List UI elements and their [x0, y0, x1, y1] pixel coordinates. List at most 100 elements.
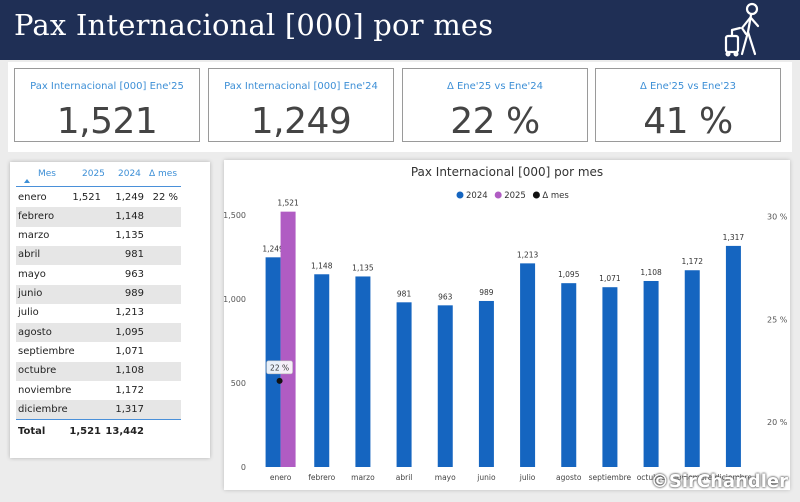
y2-tick-label: 20 % — [767, 418, 788, 427]
data-label-2024: 1,148 — [311, 261, 333, 270]
x-tick-label: octubre — [637, 473, 666, 482]
kpi-card-ene25[interactable]: Pax Internacional [000] Ene'25 1,521 — [14, 68, 200, 142]
cell-mes: enero — [18, 191, 47, 203]
x-tick-label: mayo — [435, 473, 456, 482]
legend-label[interactable]: Δ mes — [542, 191, 569, 201]
bar-2024[interactable] — [643, 280, 659, 467]
cell-mes: octubre — [18, 365, 57, 377]
bar-2024[interactable] — [314, 274, 330, 467]
bar-chart: Pax Internacional [000] por mes 2024 2025… — [223, 165, 788, 482]
cell-y2025: 1,521 — [72, 191, 101, 203]
chart-legend: 2024 2025 Δ mes — [456, 191, 569, 201]
data-label-2024: 963 — [438, 292, 453, 301]
cell-y2024: 989 — [124, 288, 144, 299]
legend-label[interactable]: 2025 — [504, 191, 526, 201]
cell-delta: 22 % — [152, 191, 178, 203]
x-tick-label: abril — [396, 473, 413, 482]
table-row[interactable]: abril 981 — [16, 245, 181, 266]
x-tick-label: marzo — [351, 473, 375, 482]
kpi-value: 1,249 — [250, 101, 352, 142]
cell-mes: diciembre — [18, 403, 68, 415]
total-2024: 13,442 — [105, 426, 144, 437]
y-tick-label: 1,000 — [224, 295, 246, 304]
x-tick-label: septiembre — [589, 473, 632, 482]
legend-marker[interactable] — [494, 191, 502, 199]
data-label-2024: 1,095 — [558, 270, 580, 279]
y-tick-label: 500 — [231, 379, 246, 388]
column-header-mes[interactable]: Mes — [38, 169, 56, 179]
column-header-2025[interactable]: 2025 — [82, 169, 105, 179]
bar-2024[interactable] — [602, 287, 618, 467]
data-label-2024: 1,213 — [517, 250, 539, 259]
cell-mes: febrero — [18, 210, 55, 222]
x-tick-label: julio — [519, 473, 536, 482]
table-row[interactable]: mayo 963 — [16, 265, 181, 284]
legend-marker[interactable] — [532, 191, 540, 199]
chart-card: Pax Internacional [000] por mes 2024 2025… — [223, 160, 790, 490]
y2-tick-label: 30 % — [767, 213, 788, 222]
data-label-2024: 1,108 — [640, 268, 662, 277]
bar-2024[interactable] — [520, 263, 536, 467]
chart-axes: 0 500 1,000 1,500 20 % 25 % 30 % enero febrero ma… — [223, 211, 788, 482]
cell-mes: marzo — [18, 230, 50, 242]
data-label-2024: 1,317 — [723, 233, 745, 242]
kpi-card-delta-24[interactable]: Δ Ene'25 vs Ene'24 22 % — [402, 68, 588, 142]
cell-y2024: 1,172 — [115, 384, 144, 396]
chart-bars: 1,249 1,521 22 % 1,148 1,135 981 963 989 1,213 1,… — [262, 199, 744, 467]
bar-2024[interactable] — [684, 270, 700, 467]
kpi-panel: Pax Internacional [000] Ene'25 1,521 Pax… — [8, 62, 792, 152]
bar-2025[interactable] — [280, 211, 296, 467]
table-row[interactable]: marzo 1,135 — [16, 227, 181, 246]
legend-label[interactable]: 2024 — [466, 191, 488, 201]
kpi-card-delta-23[interactable]: Δ Ene'25 vs Ene'23 41 % — [595, 68, 781, 142]
bar-2024[interactable] — [725, 245, 741, 467]
kpi-value: 41 % — [643, 101, 733, 142]
cell-y2024: 1,071 — [115, 345, 144, 357]
bar-2024[interactable] — [437, 305, 453, 467]
table-row[interactable]: septiembre 1,071 — [16, 342, 181, 361]
cell-y2024: 1,135 — [115, 230, 144, 242]
data-label-2025: 1,521 — [277, 199, 299, 208]
cell-mes: septiembre — [18, 345, 75, 357]
kpi-card-ene24[interactable]: Pax Internacional [000] Ene'24 1,249 — [208, 68, 394, 142]
bar-2024[interactable] — [355, 276, 371, 467]
table-row[interactable]: julio 1,213 — [16, 304, 181, 323]
kpi-value: 1,521 — [56, 101, 158, 142]
data-label-2024: 1,071 — [599, 274, 621, 283]
table-row[interactable]: diciembre 1,317 — [16, 400, 181, 420]
table-header: Mes 2025 2024 Δ mes — [16, 162, 181, 187]
monthly-table: Mes 2025 2024 Δ mes enero 1,521 1,249 22 % f… — [10, 162, 210, 458]
data-label-2024: 981 — [397, 289, 412, 298]
table-row[interactable]: octubre 1,108 — [16, 361, 181, 381]
cell-mes: julio — [18, 307, 39, 319]
cell-mes: agosto — [18, 326, 52, 338]
table-row[interactable]: agosto 1,095 — [16, 323, 181, 343]
delta-point[interactable] — [276, 377, 283, 384]
table-row[interactable]: noviembre 1,172 — [16, 381, 181, 400]
bar-2024[interactable] — [478, 300, 494, 467]
kpi-label: Δ Ene'25 vs Ene'23 — [639, 81, 737, 92]
delta-label-box — [266, 360, 293, 375]
table-row[interactable]: febrero 1,148 — [16, 207, 181, 227]
table-row[interactable]: junio 989 — [16, 284, 181, 304]
table-row[interactable]: enero 1,521 1,249 22 % — [16, 188, 181, 207]
kpi-label: Pax Internacional [000] Ene'24 — [224, 81, 378, 92]
column-header-delta[interactable]: Δ mes — [149, 169, 178, 179]
cell-y2024: 1,095 — [115, 326, 144, 338]
x-tick-label: febrero — [308, 473, 335, 482]
cell-mes: noviembre — [18, 384, 72, 396]
x-tick-label: noviembre — [672, 473, 712, 482]
legend-marker[interactable] — [456, 191, 464, 199]
total-label: Total — [18, 426, 46, 437]
y-tick-label: 0 — [241, 463, 246, 472]
cell-mes: abril — [18, 249, 41, 261]
y2-tick-label: 25 % — [767, 315, 788, 324]
cell-y2024: 963 — [124, 268, 144, 280]
x-tick-label: diciembre — [715, 473, 753, 482]
y-tick-label: 1,500 — [224, 211, 246, 220]
sort-ascending-icon[interactable] — [24, 179, 30, 183]
bar-2024[interactable] — [396, 302, 412, 467]
cell-y2024: 1,108 — [115, 365, 144, 377]
column-header-2024[interactable]: 2024 — [118, 169, 141, 179]
bar-2024[interactable] — [561, 283, 577, 467]
